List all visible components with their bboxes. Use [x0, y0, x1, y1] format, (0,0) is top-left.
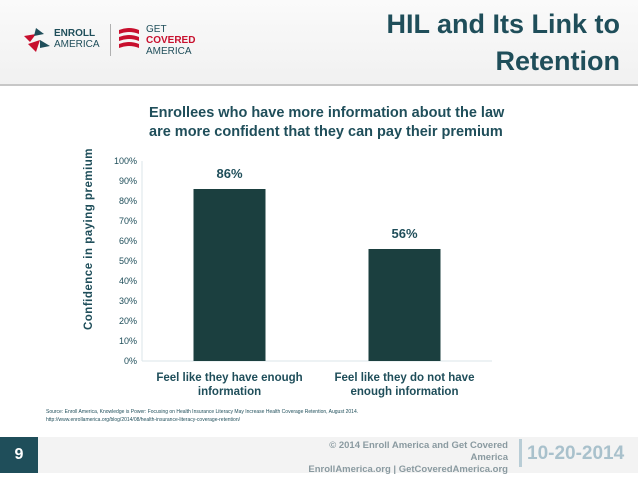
footer-divider: [519, 439, 522, 467]
bar: [193, 189, 266, 361]
slide-title: HIL and Its Link to Retention: [290, 6, 620, 80]
logo-covered: COVERED: [146, 35, 196, 46]
x-tick-label: Feel like they do not have: [335, 372, 475, 384]
y-tick-label: 10%: [119, 336, 137, 346]
data-label: 86%: [216, 166, 242, 181]
y-tick-label: 90%: [119, 176, 137, 186]
y-tick-label: 50%: [119, 256, 137, 266]
y-tick-label: 60%: [119, 236, 137, 246]
y-tick-label: 100%: [114, 156, 137, 166]
page-number: 9: [0, 437, 38, 473]
chart-title-line2: are more confident that they can pay the…: [149, 124, 503, 140]
logo-get: GET: [146, 24, 167, 35]
slide-title-line1: HIL and Its Link to: [386, 9, 620, 39]
x-tick-label: information: [198, 386, 261, 398]
source-note: Source: Enroll America, Knowledge is Pow…: [46, 408, 506, 424]
x-tick-label: enough information: [351, 386, 459, 398]
footer-sites: EnrollAmerica.org | GetCoveredAmerica.or…: [308, 464, 508, 475]
source-line1: Source: Enroll America, Knowledge is Pow…: [46, 409, 359, 415]
logo-america-2: AMERICA: [146, 46, 192, 57]
slide-title-line2: Retention: [495, 46, 621, 76]
logo-america: AMERICA: [54, 39, 100, 50]
bar: [368, 249, 441, 361]
star-icon: [24, 28, 50, 52]
data-label: 56%: [391, 226, 417, 241]
logo-divider: [110, 24, 111, 56]
get-covered-america-logo: [119, 28, 139, 48]
enroll-america-wordmark: ENROLL AMERICA: [54, 28, 100, 50]
get-covered-wordmark: GET COVERED AMERICA: [146, 24, 195, 57]
logo-enroll: ENROLL: [54, 28, 96, 39]
enroll-america-logo: [24, 28, 50, 52]
y-tick-label: 30%: [119, 296, 137, 306]
y-tick-label: 80%: [119, 196, 137, 206]
chart-title: Enrollees who have more information abou…: [149, 104, 569, 142]
footer-copyright: © 2014 Enroll America and Get Covered Am…: [329, 440, 508, 463]
y-tick-label: 70%: [119, 216, 137, 226]
y-tick-label: 0%: [124, 356, 137, 366]
slide-header: [0, 0, 638, 84]
flag-icon: [119, 28, 139, 48]
header-divider: [0, 84, 638, 86]
x-tick-label: Feel like they have enough: [156, 372, 302, 384]
chart-title-line1: Enrollees who have more information abou…: [149, 105, 505, 121]
y-tick-label: 40%: [119, 276, 137, 286]
footer-credits: © 2014 Enroll America and Get Covered Am…: [298, 440, 508, 476]
y-tick-label: 20%: [119, 316, 137, 326]
source-line2: http://www.enrollamerica.org/blog/2014/0…: [46, 417, 240, 423]
footer-bar: [0, 437, 638, 473]
footer-date: 10-20-2014: [527, 443, 625, 464]
